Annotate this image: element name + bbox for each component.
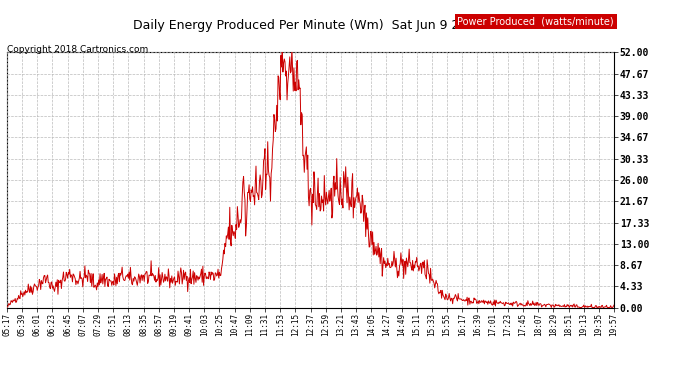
Text: Daily Energy Produced Per Minute (Wm)  Sat Jun 9 20:05: Daily Energy Produced Per Minute (Wm) Sa… — [133, 19, 488, 32]
Text: Copyright 2018 Cartronics.com: Copyright 2018 Cartronics.com — [7, 45, 148, 54]
Text: Power Produced  (watts/minute): Power Produced (watts/minute) — [457, 17, 614, 27]
